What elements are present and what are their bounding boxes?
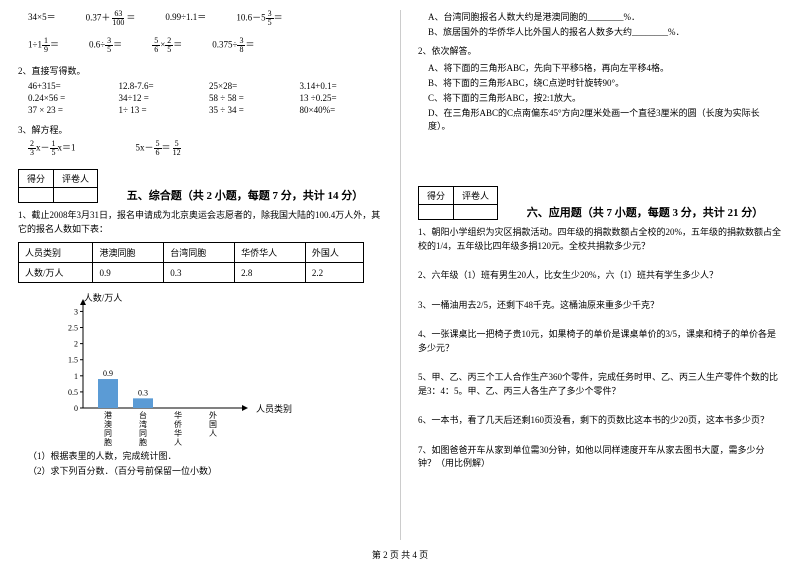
svg-text:0.3: 0.3	[138, 388, 148, 397]
sub-a: A、将下面的三角形ABC，先向下平移5格，再向左平移4格。	[428, 61, 782, 74]
svg-text:1.5: 1.5	[68, 356, 78, 365]
svg-text:侨: 侨	[174, 419, 182, 429]
right-column: A、台湾同胞报名人数大约是港澳同胞的________%． B、旅居国外的华侨华人…	[400, 0, 800, 540]
page-footer: 第 2 页 共 4 页	[0, 548, 800, 561]
section-6-title: 六、应用题（共 7 小题，每题 3 分，共计 21 分）	[508, 204, 782, 220]
svg-text:人员类别: 人员类别	[256, 403, 292, 414]
svg-text:同: 同	[139, 429, 147, 438]
svg-text:外: 外	[209, 410, 217, 420]
math-expr: 34×5＝	[28, 10, 56, 27]
svg-text:人数/万人: 人数/万人	[84, 292, 123, 303]
math-expr: 1÷119＝	[28, 37, 59, 54]
calc-item: 25×28=	[209, 81, 292, 91]
sub-answer-b: B、旅居国外的华侨华人比外国人的报名人数多大约________%．	[428, 25, 782, 38]
calc-item: 46+315=	[28, 81, 111, 91]
sub-b: B、将下面的三角形ABC，绕C点逆时针旋转90°。	[428, 76, 782, 89]
calc-item: 1÷ 13 =	[119, 105, 202, 115]
score-box: 得分评卷人	[418, 186, 498, 220]
svg-text:湾: 湾	[139, 419, 147, 429]
question-6-2: 2、六年级（1）班有男生20人，比女生少20%，六（1）班共有学生多少人？	[418, 269, 782, 283]
math-expr: 0.37＋63100＝	[86, 10, 136, 27]
svg-text:台: 台	[139, 410, 147, 420]
svg-text:人: 人	[174, 438, 182, 447]
calc-item: 37 × 23 =	[28, 105, 111, 115]
math-expr: 0.6÷35＝	[89, 37, 122, 54]
math-expr: 0.375÷38＝	[212, 37, 254, 54]
calc-item: 35 ÷ 34 =	[209, 105, 292, 115]
svg-text:澳: 澳	[104, 419, 112, 429]
equation-row: 23x－15x＝1 5x－56＝512	[18, 140, 382, 157]
question-text: 1、截止2008年3月31日，报名申请成为北京奥运会志愿者的，除我国大陆的100…	[18, 209, 382, 236]
score-box: 得分评卷人	[18, 169, 98, 203]
equation: 23x－15x＝1	[28, 140, 76, 157]
equation: 5x－56＝512	[136, 140, 183, 157]
calc-item: 12.8-7.6=	[119, 81, 202, 91]
math-row-1: 34×5＝ 0.37＋63100＝ 0.99÷1.1＝ 10.6－535＝	[18, 10, 382, 27]
math-expr: 56×25＝	[152, 37, 182, 54]
left-column: 34×5＝ 0.37＋63100＝ 0.99÷1.1＝ 10.6－535＝ 1÷…	[0, 0, 400, 540]
math-expr: 0.99÷1.1＝	[165, 10, 206, 27]
math-row-2: 1÷119＝ 0.6÷35＝ 56×25＝ 0.375÷38＝	[18, 37, 382, 54]
svg-text:3: 3	[74, 307, 78, 316]
sub-question: （2）求下列百分数．（百分号前保留一位小数）	[28, 464, 382, 477]
calc-item: 80×40%=	[300, 105, 383, 115]
svg-text:2: 2	[74, 340, 78, 349]
calc-item: 13 ÷0.25=	[300, 93, 383, 103]
svg-text:1: 1	[74, 372, 78, 381]
question-label: 3、解方程。	[18, 123, 382, 136]
svg-text:同: 同	[104, 429, 112, 438]
math-expr: 10.6－535＝	[236, 10, 282, 27]
sub-d: D、在三角形ABC的C点南偏东45°方向2厘米处画一个直径3厘米的圆（长度为实际…	[428, 106, 782, 132]
question-label: 2、依次解答。	[418, 44, 782, 57]
svg-text:0.5: 0.5	[68, 388, 78, 397]
svg-text:华: 华	[174, 428, 182, 438]
svg-text:0.9: 0.9	[103, 369, 113, 378]
question-6-7: 7、如图爸爸开车从家到单位需30分钟，如他以同样速度开车从家去图书大厦，需多少分…	[418, 444, 782, 471]
question-6-6: 6、一本书，看了几天后还剩160页没看，剩下的页数比这本书的少20页，这本书多少…	[418, 414, 782, 428]
question-6-3: 3、一桶油用去2/5，还剩下48千克。这桶油原来重多少千克？	[418, 299, 782, 313]
svg-text:胞: 胞	[104, 437, 112, 447]
question-6-4: 4、一张课桌比一把椅子贵10元，如果椅子的单价是课桌单价的3/5，课桌和椅子的单…	[418, 328, 782, 355]
calc-item: 3.14+0.1=	[300, 81, 383, 91]
section-header-5: 得分评卷人 五、综合题（共 2 小题，每题 7 分，共计 14 分）	[18, 169, 382, 203]
calc-item: 0.24×56 =	[28, 93, 111, 103]
svg-text:0: 0	[74, 404, 78, 413]
column-divider	[400, 10, 401, 540]
svg-text:2.5: 2.5	[68, 324, 78, 333]
svg-text:国: 国	[209, 420, 217, 429]
svg-text:港: 港	[104, 410, 112, 420]
section-5-title: 五、综合题（共 2 小题，每题 7 分，共计 14 分）	[108, 187, 382, 203]
svg-text:华: 华	[174, 410, 182, 420]
question-label: 2、直接写得数。	[18, 64, 382, 77]
section-header-6: 得分评卷人 六、应用题（共 7 小题，每题 3 分，共计 21 分）	[418, 186, 782, 220]
sub-answer-a: A、台湾同胞报名人数大约是港澳同胞的________%．	[428, 10, 782, 23]
sub-question: （1）根据表里的人数，完成统计图．	[28, 449, 382, 462]
calc-item: 58 ÷ 58 =	[209, 93, 292, 103]
sub-c: C、将下面的三角形ABC，按2:1放大。	[428, 91, 782, 104]
bar-chart: 人数/万人32.521.510.500.9港澳同胞0.3台湾同胞华侨华人外国人人…	[58, 293, 278, 443]
calc-item: 34÷12 =	[119, 93, 202, 103]
calc-grid: 46+315= 12.8-7.6= 25×28= 3.14+0.1= 0.24×…	[18, 81, 382, 115]
question-6-1: 1、朝阳小学组织为灾区捐款活动。四年级的捐款数额占全校的20%，五年级的捐款数额…	[418, 226, 782, 253]
question-6-5: 5、甲、乙、丙三个工人合作生产360个零件，完成任务时甲、乙、丙三人生产零件个数…	[418, 371, 782, 398]
data-table: 人员类别 港澳同胞 台湾同胞 华侨华人 外国人 人数/万人 0.9 0.3 2.…	[18, 242, 364, 283]
svg-text:人: 人	[209, 429, 217, 438]
svg-text:胞: 胞	[139, 437, 147, 447]
